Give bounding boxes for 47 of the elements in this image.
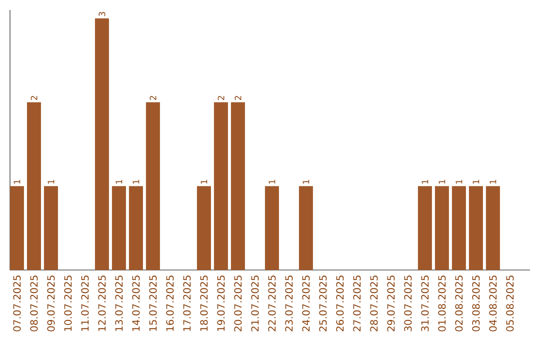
x-tick-label: 04.08.2025 bbox=[489, 276, 497, 332]
x-tick-label: 20.07.2025 bbox=[234, 276, 242, 332]
data-label: 1 bbox=[438, 180, 446, 184]
x-tick-label: 19.07.2025 bbox=[217, 276, 225, 331]
x-tick-label: 25.07.2025 bbox=[319, 276, 327, 332]
data-label: 1 bbox=[456, 180, 462, 184]
x-tick-label: 07.07.2025 bbox=[13, 276, 21, 332]
x-tick-label: 12.07.2025 bbox=[98, 276, 106, 331]
data-label: 1 bbox=[490, 180, 496, 184]
x-tick-label: 03.08.2025 bbox=[472, 276, 480, 332]
x-tick-label: 11.07.2025 bbox=[81, 276, 89, 331]
x-tick-label: 10.07.2025 bbox=[64, 276, 72, 331]
x-tick-label: 21.07.2025 bbox=[251, 276, 259, 332]
x-tick-label: 22.07.2025 bbox=[268, 276, 276, 332]
data-label: 2 bbox=[30, 96, 38, 100]
x-tick-label: 30.07.2025 bbox=[404, 276, 412, 332]
x-tick-label: 18.07.2025 bbox=[200, 276, 208, 331]
x-tick-label: 08.07.2025 bbox=[30, 276, 38, 332]
data-label: 2 bbox=[234, 96, 242, 100]
x-tick-label: 17.07.2025 bbox=[183, 276, 191, 331]
data-label: 1 bbox=[14, 180, 20, 184]
data-label: 2 bbox=[150, 96, 156, 100]
x-tick-label: 15.07.2025 bbox=[149, 276, 157, 331]
data-label: 1 bbox=[200, 180, 208, 184]
data-label: 1 bbox=[268, 180, 276, 184]
data-label: 1 bbox=[132, 180, 140, 184]
x-tick-label: 14.07.2025 bbox=[132, 276, 140, 331]
x-tick-label: 05.08.2025 bbox=[506, 276, 514, 332]
data-label: 1 bbox=[472, 180, 480, 184]
data-label: 3 bbox=[98, 12, 106, 16]
data-label: 1 bbox=[422, 180, 428, 184]
data-label: 2 bbox=[218, 96, 224, 100]
x-tick-label: 23.07.2025 bbox=[285, 276, 293, 332]
x-tick-label: 28.07.2025 bbox=[370, 276, 378, 332]
x-tick-label: 01.08.2025 bbox=[438, 276, 446, 332]
data-label: 1 bbox=[116, 180, 122, 184]
x-tick-label: 16.07.2025 bbox=[166, 276, 174, 331]
x-tick-label: 13.07.2025 bbox=[115, 276, 123, 331]
x-tick-label: 02.08.2025 bbox=[455, 276, 463, 332]
x-tick-label: 29.07.2025 bbox=[387, 276, 395, 332]
x-tick-label: 31.07.2025 bbox=[421, 276, 429, 332]
x-tick-label: 24.07.2025 bbox=[302, 276, 310, 332]
data-label: 1 bbox=[302, 180, 310, 184]
x-tick-label: 09.07.2025 bbox=[47, 276, 55, 332]
data-label: 1 bbox=[48, 180, 54, 184]
x-tick-label: 26.07.2025 bbox=[336, 276, 344, 332]
x-tick-label: 27.07.2025 bbox=[353, 276, 361, 332]
